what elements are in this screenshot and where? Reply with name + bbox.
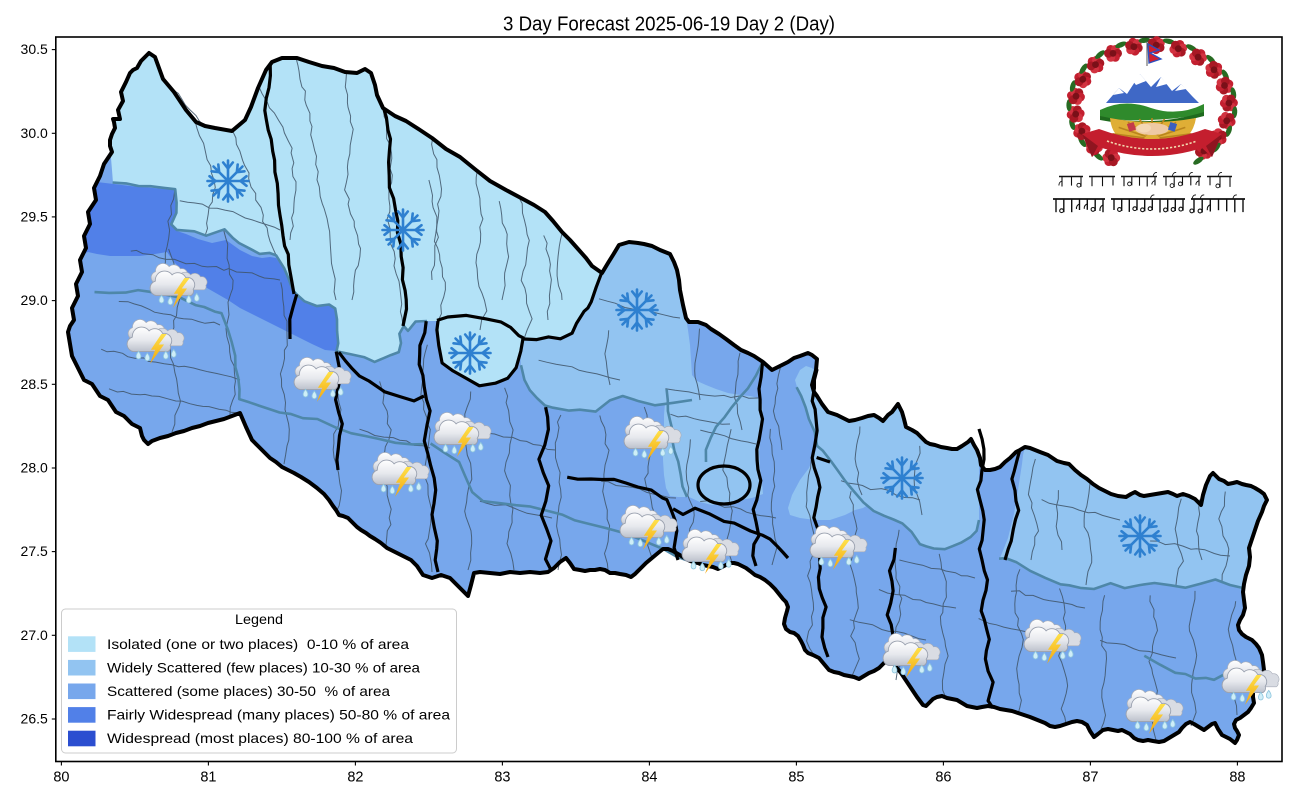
svg-text:30.0: 30.0 <box>21 125 48 141</box>
svg-text:81: 81 <box>200 770 216 786</box>
svg-text:82: 82 <box>347 770 363 786</box>
svg-text:Widely Scattered (few places): Widely Scattered (few places) 10-30 % of… <box>107 660 420 675</box>
svg-text:28.5: 28.5 <box>21 376 48 392</box>
svg-text:29.0: 29.0 <box>21 292 48 308</box>
svg-text:84: 84 <box>641 770 657 786</box>
svg-text:87: 87 <box>1082 770 1098 786</box>
svg-text:29.5: 29.5 <box>21 209 48 225</box>
svg-text:88: 88 <box>1229 770 1245 786</box>
svg-text:83: 83 <box>494 770 510 786</box>
svg-text:28.0: 28.0 <box>21 460 48 476</box>
svg-text:Fairly Widespread (many places: Fairly Widespread (many places) 50-80 % … <box>107 708 450 723</box>
svg-text:30.5: 30.5 <box>21 41 48 57</box>
svg-text:85: 85 <box>788 770 804 786</box>
svg-text:Legend: Legend <box>235 611 283 627</box>
svg-text:80: 80 <box>53 770 69 786</box>
svg-text:27.0: 27.0 <box>21 627 48 643</box>
svg-text:26.5: 26.5 <box>21 711 48 727</box>
svg-text:Isolated (one or two places): Isolated (one or two places) 0-10 % of a… <box>107 637 409 652</box>
svg-text:Widespread (most places) 80-10: Widespread (most places) 80-100 % of are… <box>107 731 413 746</box>
svg-text:Scattered (some places) 30-50: Scattered (some places) 30-50 % of area <box>107 684 390 699</box>
svg-text:27.5: 27.5 <box>21 543 48 559</box>
svg-text:86: 86 <box>935 770 951 786</box>
svg-text:3 Day Forecast 2025-06-19 Day: 3 Day Forecast 2025-06-19 Day 2 (Day) <box>503 14 835 36</box>
